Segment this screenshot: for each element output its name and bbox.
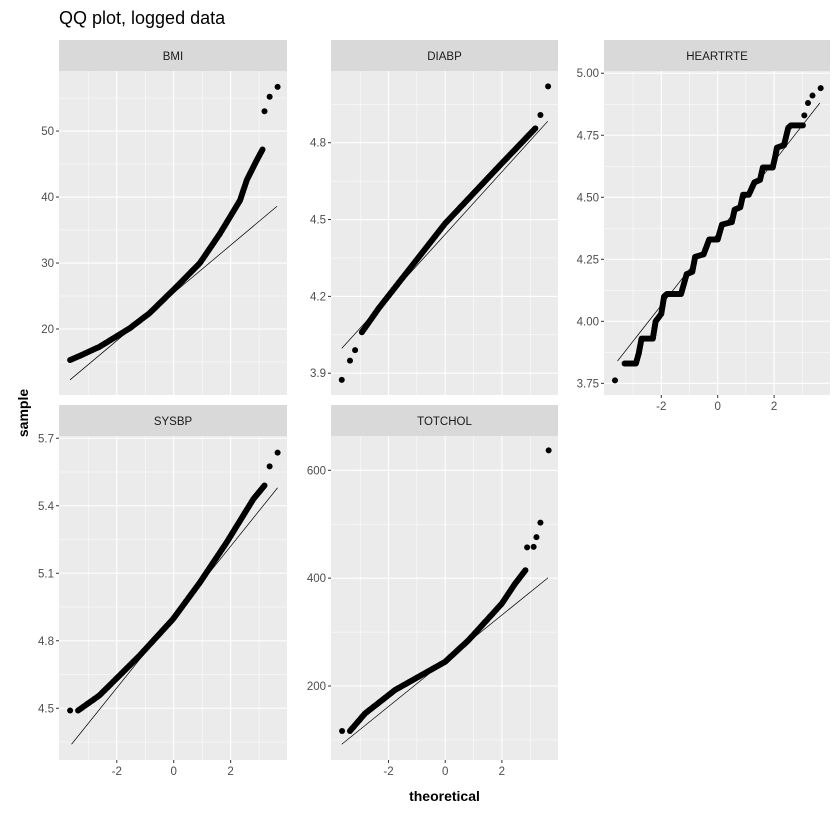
y-tick-label: 5.4 (38, 501, 55, 513)
x-tick-label: 0 (171, 766, 177, 778)
y-tick-label: 4.75 (577, 130, 599, 142)
panel-heartrte: HEARTRTE -2 0 2 3.75 4.00 4.25 4.50 4.75 5.00 (577, 40, 830, 413)
x-tick-label: -2 (383, 766, 393, 778)
y-tick-label: 4.5 (310, 215, 326, 227)
outlier-point (261, 108, 268, 115)
outlier-point (545, 83, 552, 90)
qq-reference-line (341, 120, 549, 349)
x-tick-label: 2 (227, 766, 233, 778)
data-point (522, 567, 529, 574)
x-tick-label: 0 (715, 401, 721, 413)
strip (59, 405, 287, 436)
outlier-point (266, 463, 273, 470)
outlier-point (804, 100, 811, 107)
outlier-point (530, 543, 537, 550)
x-tick-label: 0 (442, 766, 448, 778)
outlier-point (352, 347, 359, 354)
data-point (532, 125, 539, 132)
qq-reference-line (69, 206, 278, 381)
outlier-point (338, 376, 345, 383)
y-tick-label: 3.75 (577, 378, 599, 390)
x-axis-label: theoretical (409, 788, 480, 804)
panel-sysbp: SYSBP -2 0 2 4.5 4.8 5.1 5.4 5.7 (38, 405, 287, 778)
qq-reference-line (617, 102, 821, 362)
panel-background (331, 71, 558, 395)
panel-bmi: BMI 20 30 40 50 (41, 40, 287, 395)
y-tick-label: 3.9 (310, 368, 326, 380)
outlier-point (817, 85, 824, 92)
outlier-point (537, 112, 544, 119)
outlier-point (801, 112, 808, 119)
panel-background (59, 71, 287, 395)
y-tick-label: 4.8 (310, 138, 326, 150)
data-point (261, 482, 268, 489)
y-tick-label: 5.00 (577, 68, 599, 80)
y-tick-label: 5.1 (38, 568, 54, 580)
y-tick-label: 4.5 (38, 703, 54, 715)
outlier-point (533, 534, 540, 541)
y-tick-label: 200 (307, 681, 326, 693)
strip-label: DIABP (427, 51, 462, 63)
x-tick-label: 2 (771, 401, 777, 413)
qq-reference-line (71, 487, 278, 745)
y-tick-label: 4.50 (577, 192, 599, 204)
x-tick-label: -2 (112, 766, 122, 778)
panel-diabp: DIABP 3.9 4.2 4.5 4.8 (310, 40, 558, 395)
outlier-point (545, 447, 552, 454)
outlier-point (274, 83, 281, 90)
strip (331, 405, 558, 436)
strip-label: HEARTRTE (686, 51, 748, 63)
outlier-point (809, 92, 816, 99)
outlier-point (612, 377, 619, 384)
y-tick-label: 4.25 (577, 254, 599, 266)
strip-label: TOTCHOL (417, 416, 472, 428)
y-tick-label: 20 (41, 324, 54, 336)
y-tick-label: 600 (307, 465, 326, 477)
strip-label: SYSBP (154, 416, 193, 428)
y-tick-label: 4.2 (310, 291, 326, 303)
y-tick-label: 400 (307, 573, 326, 585)
outlier-point (339, 727, 346, 734)
x-tick-label: -2 (656, 401, 666, 413)
y-tick-label: 5.7 (38, 433, 54, 445)
strip (59, 40, 287, 71)
qq-reference-line (341, 577, 549, 745)
panel-background (59, 436, 287, 760)
chart-title: QQ plot, logged data (59, 8, 226, 28)
strip (331, 40, 558, 71)
outlier-point (67, 707, 74, 714)
y-tick-label: 4.8 (38, 636, 54, 648)
y-tick-label: 4.00 (577, 316, 599, 328)
panel-background (331, 436, 558, 760)
outlier-point (274, 449, 281, 456)
data-point (259, 146, 266, 153)
x-tick-label: 2 (499, 766, 505, 778)
outlier-point (266, 93, 273, 100)
y-tick-label: 50 (41, 126, 54, 138)
outlier-point (346, 357, 353, 364)
outlier-point (524, 544, 531, 551)
strip-label: BMI (163, 51, 183, 63)
y-tick-label: 40 (41, 192, 54, 204)
y-tick-label: 30 (41, 258, 54, 270)
outlier-point (537, 519, 544, 526)
strip (604, 40, 830, 71)
panel-totchol: TOTCHOL -2 0 2 200 400 600 (307, 405, 558, 778)
